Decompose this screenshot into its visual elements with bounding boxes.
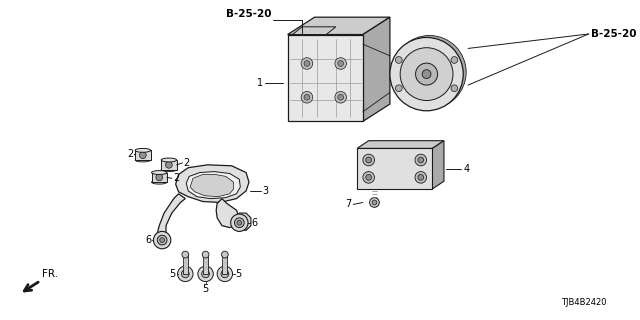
Text: 2: 2	[127, 149, 133, 159]
Circle shape	[422, 70, 431, 78]
Circle shape	[177, 266, 193, 282]
Circle shape	[202, 270, 209, 278]
Polygon shape	[156, 194, 186, 242]
Bar	[135, 150, 150, 160]
Circle shape	[221, 251, 228, 258]
Circle shape	[304, 60, 310, 66]
Text: TJB4B2420: TJB4B2420	[561, 298, 606, 307]
Circle shape	[396, 57, 402, 63]
Circle shape	[366, 157, 372, 163]
Circle shape	[301, 92, 313, 103]
Circle shape	[166, 162, 172, 168]
Text: B-25-20: B-25-20	[226, 9, 271, 19]
Circle shape	[221, 270, 228, 278]
Circle shape	[198, 266, 213, 282]
Circle shape	[182, 251, 189, 258]
Circle shape	[157, 235, 167, 245]
Polygon shape	[433, 141, 444, 189]
Circle shape	[372, 200, 377, 205]
Text: B-25-20: B-25-20	[591, 29, 636, 39]
Ellipse shape	[152, 171, 167, 174]
Text: 5: 5	[236, 269, 242, 279]
Ellipse shape	[384, 162, 405, 175]
Circle shape	[202, 251, 209, 258]
Polygon shape	[190, 174, 234, 197]
Text: 5: 5	[170, 269, 175, 279]
Circle shape	[301, 58, 313, 69]
Ellipse shape	[152, 180, 167, 184]
Circle shape	[304, 94, 310, 100]
Bar	[161, 160, 177, 170]
Circle shape	[451, 57, 458, 63]
Text: 4: 4	[463, 164, 469, 174]
Circle shape	[415, 63, 438, 85]
Ellipse shape	[161, 158, 177, 162]
Circle shape	[181, 270, 189, 278]
Text: 5: 5	[202, 284, 209, 293]
Polygon shape	[287, 17, 390, 35]
Circle shape	[160, 238, 164, 243]
Circle shape	[370, 198, 380, 207]
Text: 3: 3	[262, 186, 269, 196]
Bar	[152, 172, 167, 182]
Text: 2: 2	[184, 158, 189, 168]
Circle shape	[140, 152, 146, 158]
Circle shape	[335, 92, 346, 103]
Polygon shape	[357, 141, 444, 148]
Ellipse shape	[135, 148, 150, 152]
Text: 7: 7	[345, 199, 351, 209]
Circle shape	[234, 218, 244, 228]
Circle shape	[338, 60, 344, 66]
Bar	[203, 255, 208, 274]
Circle shape	[418, 157, 424, 163]
Circle shape	[338, 94, 344, 100]
Polygon shape	[363, 17, 390, 121]
Circle shape	[363, 172, 374, 183]
Circle shape	[237, 220, 242, 225]
Circle shape	[335, 58, 346, 69]
Bar	[287, 35, 363, 121]
Circle shape	[390, 37, 463, 111]
Polygon shape	[236, 213, 251, 230]
Circle shape	[400, 48, 453, 100]
Bar	[223, 255, 227, 274]
Circle shape	[366, 174, 372, 180]
Text: 2: 2	[173, 173, 179, 183]
Polygon shape	[292, 27, 336, 35]
Circle shape	[393, 36, 466, 109]
Circle shape	[451, 85, 458, 92]
Circle shape	[363, 154, 374, 166]
Polygon shape	[175, 165, 249, 203]
Ellipse shape	[161, 168, 177, 172]
Circle shape	[415, 172, 427, 183]
Polygon shape	[216, 199, 239, 228]
Circle shape	[396, 85, 402, 92]
Circle shape	[418, 174, 424, 180]
Circle shape	[415, 154, 427, 166]
Text: 1: 1	[257, 78, 264, 88]
Text: FR.: FR.	[42, 269, 58, 279]
Bar	[183, 255, 188, 274]
Text: 6: 6	[251, 218, 257, 228]
Polygon shape	[186, 172, 240, 199]
Circle shape	[230, 214, 248, 231]
Text: 6: 6	[145, 235, 152, 245]
Circle shape	[217, 266, 232, 282]
Circle shape	[154, 231, 171, 249]
Circle shape	[156, 174, 163, 181]
Bar	[357, 148, 433, 189]
Ellipse shape	[135, 158, 150, 162]
